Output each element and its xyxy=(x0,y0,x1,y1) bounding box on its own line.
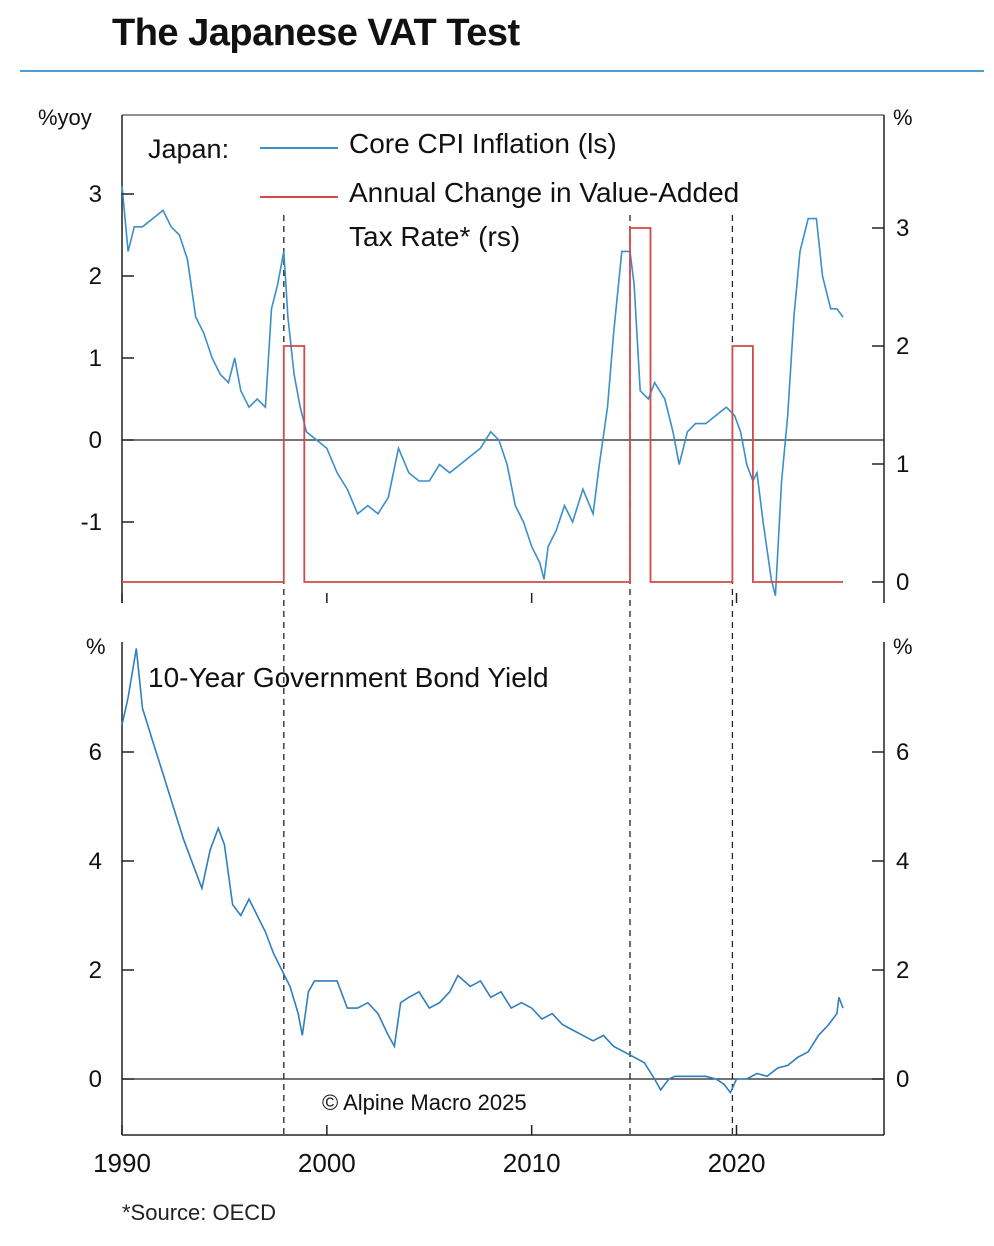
copyright-annotation: © Alpine Macro 2025 xyxy=(322,1090,527,1115)
bottom-left-tick-label: 6 xyxy=(89,739,102,766)
x-tick-label: 2020 xyxy=(708,1148,766,1178)
bottom-left-tick-label: 0 xyxy=(89,1066,102,1093)
bottom-panel-frame xyxy=(121,642,885,1136)
legend-label-cpi: Core CPI Inflation (ls) xyxy=(349,128,617,159)
legend-label-vat-line1: Annual Change in Value-Added xyxy=(349,177,739,208)
bottom-right-tick-label: 4 xyxy=(896,848,909,875)
x-tick-label: 1990 xyxy=(93,1148,151,1178)
legend-label-vat-line2: Tax Rate* (rs) xyxy=(349,221,520,252)
bond-yield-line xyxy=(121,648,844,1095)
top-right-tick-label: 0 xyxy=(896,569,909,596)
bottom-right-tick-label: 6 xyxy=(896,739,909,766)
tick-layer: 3 2 1 0 -1 3 2 1 0 6 6 4 4 2 2 0 0 1990 2000 2010 2020 xyxy=(81,181,910,1178)
chart-title: The Japanese VAT Test xyxy=(112,12,520,54)
bond-series-label: 10-Year Government Bond Yield xyxy=(148,662,549,693)
x-tick-label: 2010 xyxy=(503,1148,561,1178)
legend-prefix: Japan: xyxy=(148,134,229,164)
top-left-unit-label: %yoy xyxy=(38,105,92,130)
x-tick-label: 2000 xyxy=(298,1148,356,1178)
vat-change-line xyxy=(122,227,843,583)
series-layer xyxy=(121,185,844,1095)
top-left-tick-label: 2 xyxy=(89,263,102,290)
top-right-unit-label: % xyxy=(893,105,913,130)
top-left-tick-label: 1 xyxy=(89,345,102,372)
bottom-left-tick-label: 4 xyxy=(89,848,102,875)
top-right-tick-label: 1 xyxy=(896,451,909,478)
cpi-inflation-line xyxy=(121,185,844,596)
bottom-left-tick-label: 2 xyxy=(89,957,102,984)
bottom-right-tick-label: 2 xyxy=(896,957,909,984)
bottom-right-tick-label: 0 xyxy=(896,1066,909,1093)
top-left-tick-label: -1 xyxy=(81,509,102,536)
top-left-tick-label: 0 xyxy=(89,427,102,454)
top-left-tick-label: 3 xyxy=(89,181,102,208)
top-right-tick-label: 3 xyxy=(896,215,909,242)
bottom-left-unit-label: % xyxy=(86,634,106,659)
top-right-tick-label: 2 xyxy=(896,333,909,360)
bottom-right-unit-label: % xyxy=(893,634,913,659)
source-footnote: *Source: OECD xyxy=(122,1200,277,1225)
title-divider xyxy=(20,70,984,72)
